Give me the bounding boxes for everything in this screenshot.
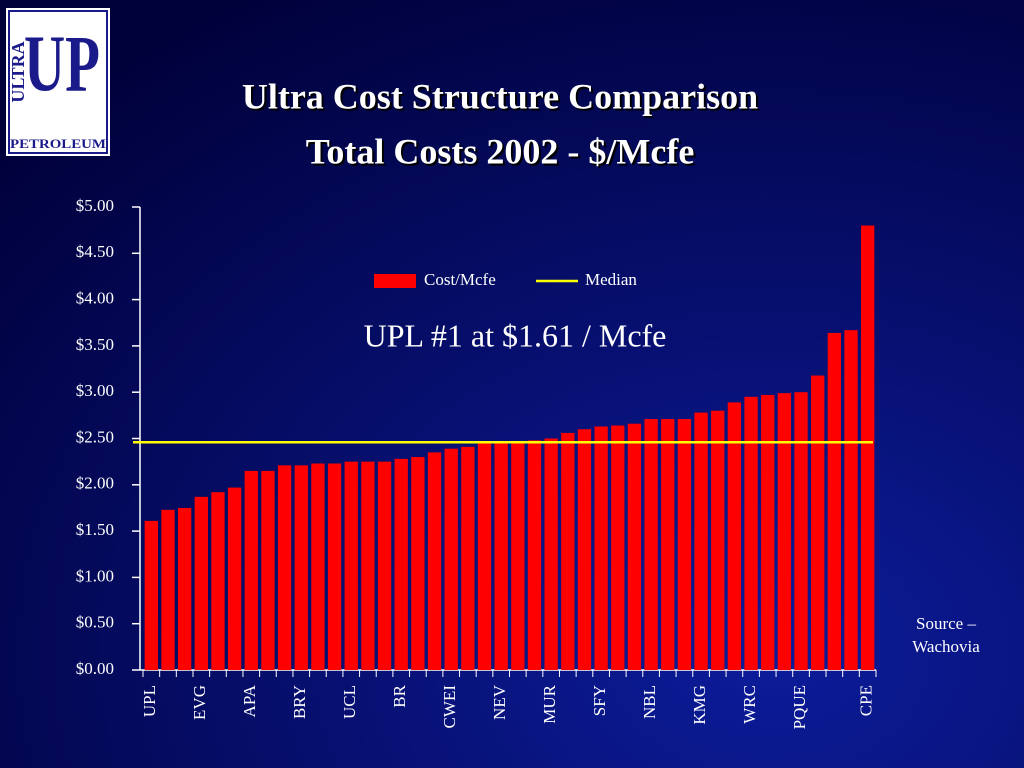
y-tick-label: $1.50 (76, 520, 114, 539)
bar (377, 461, 392, 670)
x-tick-label: UCL (340, 685, 359, 719)
logo-side: ULTRA (8, 41, 28, 102)
bar (794, 392, 808, 670)
logo-border (8, 10, 108, 154)
bar (711, 410, 725, 670)
bar (611, 425, 625, 670)
bar (211, 492, 225, 670)
y-tick-label: $4.50 (76, 242, 114, 261)
bar (461, 446, 475, 670)
bar (444, 448, 458, 670)
bar (677, 419, 692, 670)
annotation: UPL #1 at $1.61 / Mcfe (364, 317, 667, 353)
y-tick-label: $5.00 (76, 196, 114, 215)
bar (727, 402, 742, 670)
y-tick-label: $2.50 (76, 427, 114, 446)
bar (411, 457, 425, 670)
bar (761, 394, 775, 670)
bar (744, 396, 758, 670)
logo: UP ULTRA PETROLEUM (6, 8, 110, 156)
source: Wachovia (912, 637, 980, 656)
x-tick-label: KMG (690, 685, 709, 725)
x-tick-label: NEV (490, 684, 509, 720)
x-tick-label: CPE (857, 685, 876, 716)
bar (544, 438, 558, 670)
bar (827, 332, 842, 670)
y-tick-label: $0.50 (76, 613, 114, 632)
x-tick-label: NBL (640, 685, 659, 719)
x-tick-label: BRY (290, 685, 309, 719)
x-tick-label: WRC (740, 685, 759, 724)
logo-main: UP (24, 20, 100, 108)
bar (194, 496, 208, 670)
legend-label: Median (585, 270, 637, 289)
bar (361, 461, 375, 670)
x-tick-label: APA (240, 684, 259, 717)
bar (144, 520, 158, 670)
bar (777, 393, 792, 670)
bar (427, 452, 442, 670)
bar (494, 443, 508, 670)
bar (227, 487, 242, 670)
bar (661, 419, 675, 670)
bar (577, 429, 592, 670)
bar (527, 440, 542, 670)
bar (327, 463, 342, 670)
bar (594, 426, 608, 670)
chart-title: Ultra Cost Structure Comparison (242, 76, 758, 116)
y-tick-label: $3.00 (76, 381, 114, 400)
bar (244, 470, 258, 670)
bar (477, 443, 492, 670)
bar (161, 509, 175, 670)
bar (694, 412, 708, 670)
x-tick-label: MUR (540, 684, 559, 723)
bar (177, 507, 192, 670)
legend-label: Cost/Mcfe (424, 270, 496, 289)
bar (644, 419, 658, 670)
bar (294, 465, 308, 670)
x-tick-label: CWEI (440, 685, 459, 729)
logo-bottom: PETROLEUM (10, 136, 106, 151)
y-tick-label: $4.00 (76, 289, 114, 308)
y-tick-label: $3.50 (76, 335, 114, 354)
x-tick-label: PQUE (790, 685, 809, 729)
x-tick-label: BR (390, 684, 409, 707)
x-tick-label: UPL (140, 685, 159, 717)
x-tick-label: SFY (590, 685, 609, 716)
bar (344, 461, 358, 670)
bar (511, 442, 525, 670)
bar (861, 225, 875, 670)
chart-title: Total Costs 2002 - $/Mcfe (306, 131, 695, 171)
bar (394, 458, 408, 670)
bar (844, 330, 858, 670)
legend-swatch (374, 274, 416, 288)
y-tick-label: $0.00 (76, 659, 114, 678)
bar (261, 470, 275, 670)
source: Source – (916, 614, 976, 633)
logo-box (6, 8, 110, 156)
bar (561, 432, 575, 670)
bar (811, 375, 825, 670)
bar (311, 463, 325, 670)
x-tick-label: EVG (190, 685, 209, 720)
bar (627, 423, 642, 670)
y-tick-label: $1.00 (76, 566, 114, 585)
y-tick-label: $2.00 (76, 474, 114, 493)
bar (277, 465, 292, 670)
